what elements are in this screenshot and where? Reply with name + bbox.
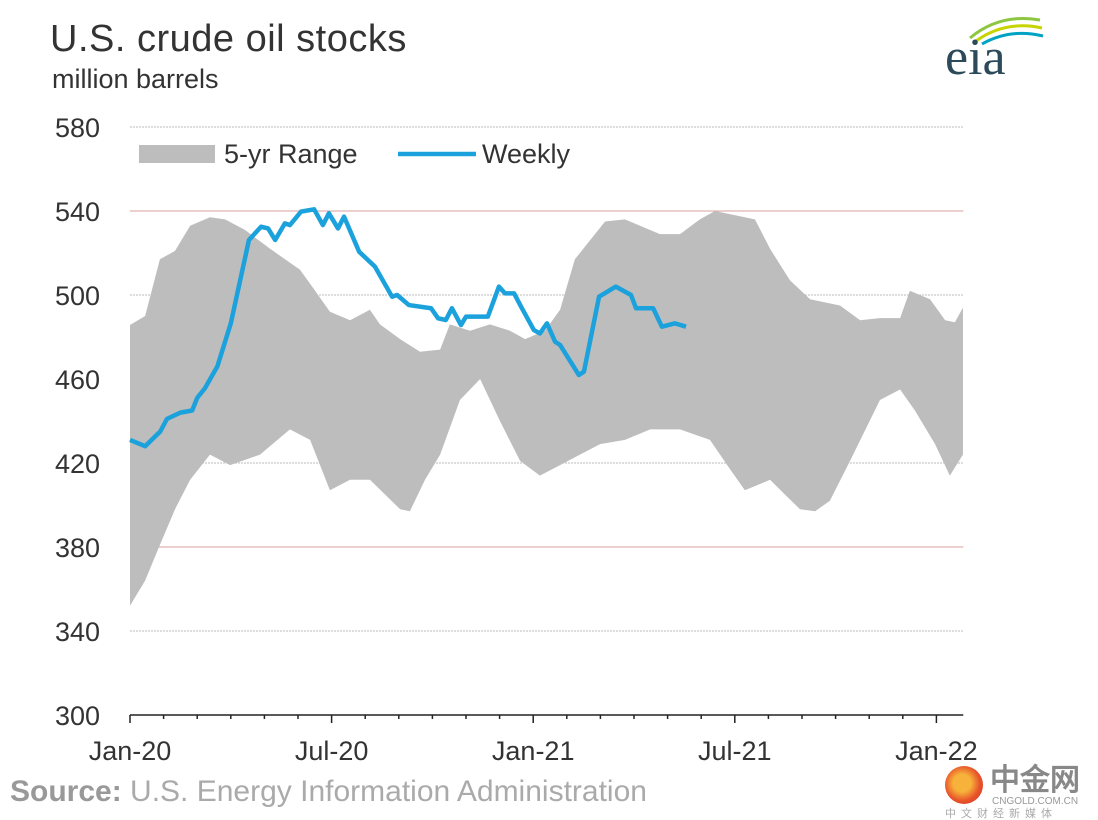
y-tick-label: 580 [55,113,100,143]
x-tick-label: Jul-21 [698,736,772,766]
watermark-logo-icon [945,766,983,804]
chart-subtitle: million barrels [52,64,219,94]
legend-label-weekly: Weekly [482,139,571,169]
eia-logo: eia [945,29,1006,86]
x-tick-label: Jan-21 [492,736,575,766]
chart-title: U.S. crude oil stocks [50,18,407,60]
source-label: Source: [10,775,122,808]
source-text: U.S. Energy Information Administration [130,775,647,808]
watermark-name: 中金网 [990,764,1080,797]
five-year-range-band [130,211,963,606]
x-tick-label: Jul-20 [295,736,369,766]
y-tick-label: 420 [55,449,100,479]
x-tick-label: Jan-22 [895,736,978,766]
source-note: Source: U.S. Energy Information Administ… [10,775,647,809]
y-tick-label: 380 [55,533,100,563]
y-tick-label: 340 [55,617,100,647]
y-tick-label: 460 [55,365,100,395]
y-tick-label: 540 [55,197,100,227]
weekly-line [129,207,687,449]
legend-swatch-range [139,145,215,163]
y-tick-label: 300 [55,701,100,731]
watermark-url: CNGOLD.COM.CN [992,796,1079,807]
y-tick-label: 500 [55,281,100,311]
watermark-tagline: 中文财经新媒体 [945,808,1057,820]
x-tick-label: Jan-20 [89,736,172,766]
legend-label-range: 5-yr Range [224,139,358,169]
eia-logo-arcs-icon [969,16,1044,46]
legend: 5-yr Range Weekly [139,139,571,169]
